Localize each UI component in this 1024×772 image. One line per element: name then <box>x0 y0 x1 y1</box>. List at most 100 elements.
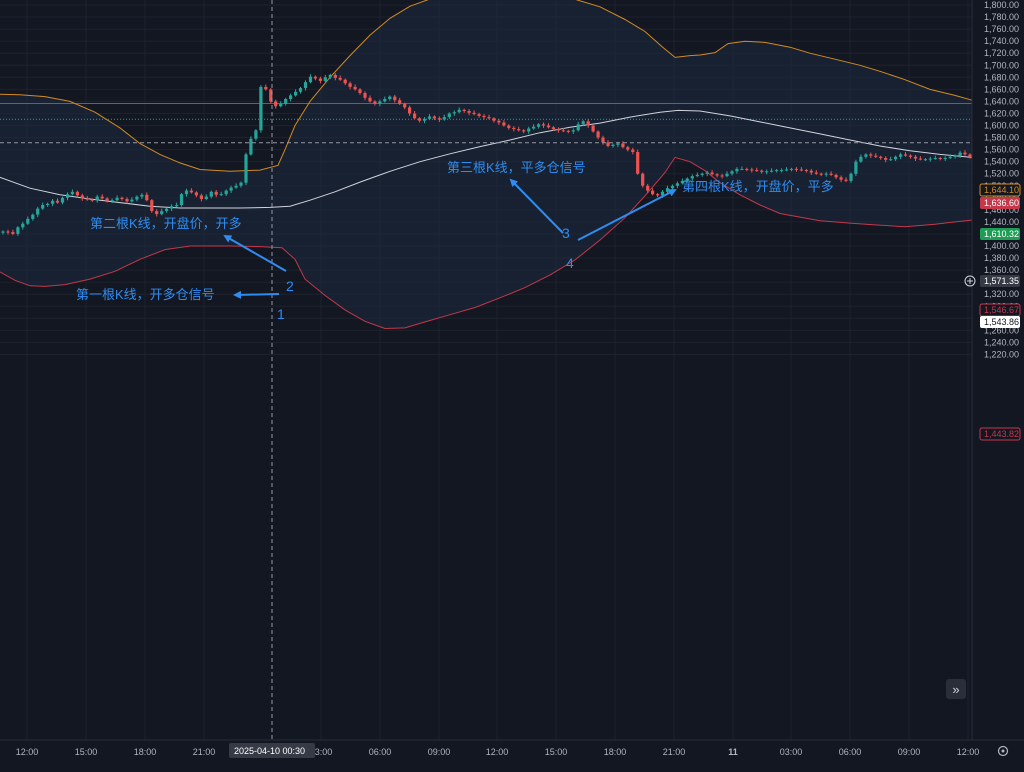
candle-body <box>651 190 655 195</box>
candle-body <box>928 158 932 160</box>
time-tick-label: 15:00 <box>545 747 568 757</box>
candle-body <box>368 97 372 102</box>
candle-body <box>55 200 60 203</box>
candle-body <box>16 227 20 234</box>
candle-body <box>427 116 432 119</box>
price-tick-label: 1,380.00 <box>984 253 1019 263</box>
time-tick-label: 06:00 <box>839 747 862 757</box>
candle-body <box>155 211 159 215</box>
candle-body <box>41 205 45 209</box>
band-fill <box>0 0 972 329</box>
marker-3: 3 <box>562 225 570 241</box>
candle-body <box>571 130 575 132</box>
candle-body <box>442 117 446 120</box>
candle-body <box>115 197 119 201</box>
annotation-arrows <box>223 178 677 299</box>
candle-body <box>884 158 888 160</box>
candle-body <box>537 124 541 127</box>
candle-body <box>100 196 104 199</box>
candle-body <box>60 197 65 203</box>
candle-body <box>51 200 55 204</box>
marker-2: 2 <box>286 278 294 294</box>
candle-body <box>695 174 699 177</box>
candle-body <box>338 77 342 80</box>
candle-body <box>874 155 878 157</box>
candle-body <box>705 172 709 174</box>
candle-body <box>328 74 332 78</box>
candle-body <box>829 173 833 175</box>
settings-gear-icon[interactable] <box>997 745 1009 757</box>
candle-body <box>789 168 794 170</box>
candle-body <box>457 109 461 113</box>
price-tag-last: 1,543.86 <box>980 316 1020 328</box>
candle-body <box>26 218 30 224</box>
scroll-to-latest-button[interactable]: » <box>946 679 966 699</box>
candle-body <box>31 214 35 219</box>
candle-body <box>943 158 947 159</box>
candle-body <box>804 170 808 172</box>
candle-body <box>467 111 471 113</box>
candle-body <box>566 130 570 132</box>
candle-body <box>601 137 605 143</box>
candle-body <box>958 152 962 156</box>
candle-body <box>700 173 704 175</box>
candle-body <box>784 169 789 171</box>
price-tag-green: 1,610.32 <box>980 228 1020 240</box>
candle-body <box>388 96 392 99</box>
candle-body <box>229 187 233 191</box>
candle-body <box>318 78 322 81</box>
price-tag-hline: 1,636.60 <box>980 197 1020 209</box>
candle-body <box>720 175 724 177</box>
candle-body <box>259 86 263 131</box>
candle-body <box>398 100 402 104</box>
candle-body <box>313 76 317 79</box>
candle-body <box>120 197 124 199</box>
candle-body <box>214 191 218 195</box>
candle-body <box>70 191 74 195</box>
time-tick-label: 09:00 <box>428 747 451 757</box>
price-axis-background[interactable] <box>972 0 1024 740</box>
candle-body <box>854 161 858 174</box>
candle-body <box>145 194 149 201</box>
candle-body <box>750 169 754 171</box>
candle-body <box>472 112 476 114</box>
svg-text:1,571.35: 1,571.35 <box>984 276 1019 286</box>
candle-body <box>859 156 863 162</box>
candle-body <box>323 77 327 81</box>
candle-body <box>646 185 650 191</box>
candle-body <box>447 113 451 118</box>
candle-body <box>502 122 506 126</box>
candle-body <box>923 159 927 161</box>
candle-body <box>517 129 521 131</box>
candle-body <box>274 101 278 107</box>
candle-body <box>179 194 184 205</box>
candle-body <box>507 125 511 128</box>
candle-body <box>383 99 387 102</box>
price-tag-mid: 1,546.67 <box>979 303 1021 317</box>
arrow-fourth-k <box>577 189 677 241</box>
candle-body <box>254 130 258 139</box>
price-tick-label: 1,660.00 <box>984 84 1019 94</box>
price-tick-label: 1,440.00 <box>984 217 1019 227</box>
candle-body <box>626 147 630 150</box>
candle-body <box>239 182 243 186</box>
price-tick-label: 1,540.00 <box>984 157 1019 167</box>
candle-body <box>110 200 114 202</box>
annotation-fourth-k: 第四根K线，开盘价，平多 <box>682 179 834 194</box>
candle-body <box>869 154 873 156</box>
crosshair-time-tag: 2025-04-10 00:30 <box>229 743 315 758</box>
candle-body <box>343 79 347 84</box>
price-tick-label: 1,640.00 <box>984 96 1019 106</box>
candle-body <box>65 194 70 198</box>
marker-1: 1 <box>277 306 285 322</box>
time-axis-background[interactable] <box>0 740 1024 772</box>
candle-body <box>656 194 660 196</box>
candle-body <box>199 195 203 199</box>
candle-body <box>894 156 898 160</box>
candle-body <box>333 74 337 78</box>
candle-body <box>735 168 739 172</box>
price-tag-upper: 1,644.10 <box>979 183 1021 197</box>
candle-body <box>358 89 362 93</box>
candle-body <box>948 156 952 158</box>
